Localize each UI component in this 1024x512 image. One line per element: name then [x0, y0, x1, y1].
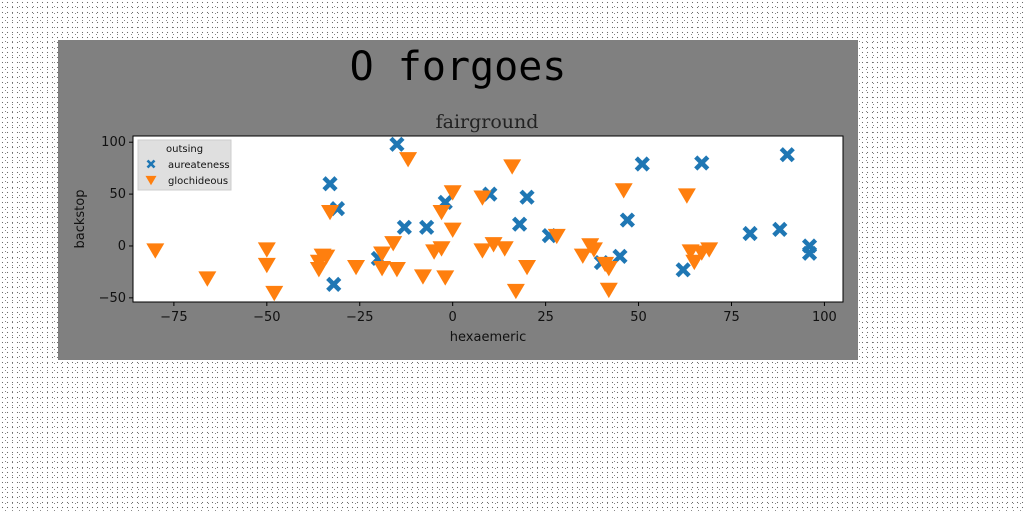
- data-point: [473, 243, 492, 259]
- data-point: [518, 259, 537, 276]
- x-tick-label: 25: [537, 310, 554, 325]
- legend-marker: [146, 159, 156, 169]
- data-point: [389, 136, 405, 152]
- data-point: [419, 219, 435, 235]
- data-point: [694, 155, 710, 171]
- data-point: [772, 221, 788, 237]
- x-tick-label: −75: [160, 310, 187, 325]
- legend: outsing aureateness glochideous: [137, 139, 232, 191]
- x-tick-label: −25: [346, 310, 373, 325]
- x-axis-label: hexaemeric: [450, 330, 526, 345]
- data-point: [396, 219, 412, 235]
- data-point: [257, 242, 276, 258]
- y-tick-label: 100: [101, 135, 126, 150]
- data-point: [599, 282, 618, 299]
- data-point: [399, 152, 418, 168]
- data-point: [436, 270, 455, 286]
- data-point: [443, 185, 462, 201]
- data-point: [326, 276, 342, 292]
- figure-suptitle: O forgoes: [350, 44, 567, 90]
- x-tick-label: −50: [253, 310, 280, 325]
- legend-marker: [145, 175, 157, 186]
- data-point: [257, 257, 276, 274]
- data-point: [321, 204, 340, 221]
- y-axis-label: backstop: [73, 190, 88, 249]
- data-point: [473, 190, 492, 206]
- data-point: [443, 222, 462, 238]
- data-point: [373, 246, 392, 262]
- data-point: [506, 283, 525, 300]
- data-point: [779, 147, 795, 163]
- data-point: [612, 248, 628, 264]
- y-tick-label: 0: [118, 239, 126, 254]
- legend-label: aureateness: [168, 160, 230, 171]
- data-point: [387, 262, 406, 278]
- data-point: [198, 271, 217, 287]
- data-point: [432, 241, 451, 257]
- data-point: [619, 212, 635, 228]
- data-point: [432, 204, 451, 221]
- data-point: [614, 183, 633, 199]
- data-point: [519, 189, 535, 205]
- data-point: [675, 262, 691, 278]
- scatter-chart: O forgoes fairground −75 −50 −25 0 25 50 75 100…: [73, 44, 844, 345]
- y-tick-label: −50: [99, 291, 126, 306]
- data-point: [584, 242, 603, 258]
- series-glochideous: [146, 152, 719, 302]
- data-point: [317, 249, 336, 265]
- data-point: [322, 176, 338, 192]
- data-point: [599, 261, 618, 277]
- data-point: [384, 236, 403, 252]
- data-point: [495, 241, 514, 257]
- axes-title: fairground: [436, 111, 539, 133]
- data-point: [146, 243, 165, 259]
- figure: O forgoes fairground −75 −50 −25 0 25 50 75 100…: [58, 40, 858, 360]
- data-point: [503, 159, 522, 175]
- x-tick-label: 50: [630, 310, 647, 325]
- data-point: [801, 245, 818, 261]
- data-point: [413, 269, 432, 285]
- data-point: [677, 188, 696, 204]
- data-point: [373, 261, 392, 277]
- data-point: [309, 262, 328, 278]
- plot-area: [132, 135, 844, 303]
- y-tick-label: 50: [109, 187, 126, 202]
- data-point: [347, 259, 366, 276]
- data-point: [547, 228, 566, 245]
- data-point: [685, 254, 704, 271]
- data-point: [634, 156, 650, 172]
- x-tick-label: 100: [812, 310, 837, 325]
- data-point: [742, 225, 758, 242]
- data-point: [265, 285, 284, 302]
- legend-title: outsing: [166, 144, 203, 155]
- x-tick-label: 75: [723, 310, 740, 325]
- data-point: [700, 242, 719, 258]
- data-point: [484, 237, 503, 253]
- data-point: [573, 248, 592, 264]
- x-tick-label: 0: [449, 310, 457, 325]
- data-point: [512, 216, 528, 232]
- legend-label: glochideous: [168, 176, 228, 187]
